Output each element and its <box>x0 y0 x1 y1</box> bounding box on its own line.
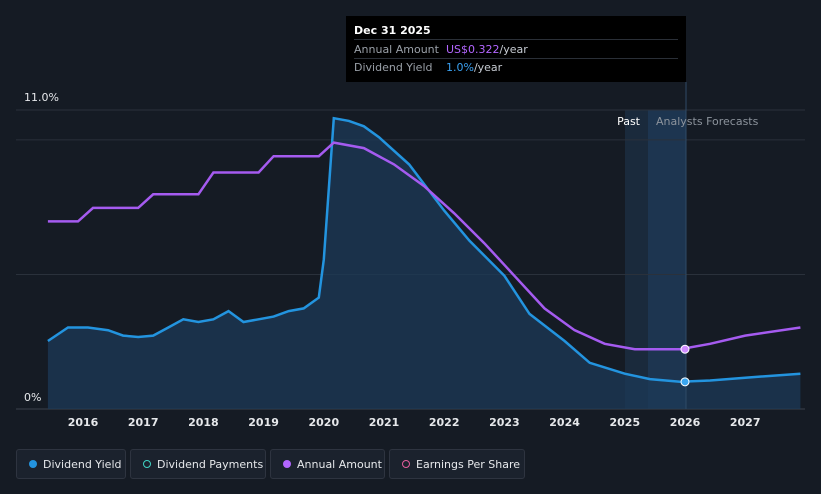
annual-amount-line[interactable] <box>47 141 801 351</box>
tooltip-annual-amount-unit: /year <box>499 43 528 56</box>
x-tick-label: 2016 <box>68 416 99 429</box>
past-label: Past <box>617 115 641 128</box>
x-tick-label: 2021 <box>369 416 400 429</box>
legend-item-dividend-payments[interactable]: Dividend Payments <box>130 449 266 479</box>
legend-item-annual-amount[interactable]: Annual Amount <box>270 449 385 479</box>
tooltip-dividend-yield-label: Dividend Yield <box>354 61 433 74</box>
dividend-payments-ring-icon <box>143 460 151 468</box>
annual-amount-marker[interactable] <box>680 344 690 354</box>
tooltip-annual-amount-value: US$0.322 <box>446 43 500 56</box>
x-tick-label: 2027 <box>730 416 761 429</box>
tooltip-dividend-yield-row: Dividend Yield 1.0%/year <box>354 59 678 76</box>
earnings-per-share-ring-icon <box>402 460 410 468</box>
x-tick-label: 2025 <box>609 416 640 429</box>
x-tick-label: 2022 <box>429 416 460 429</box>
tooltip: Dec 31 2025 Annual Amount US$0.322/year D… <box>346 16 686 82</box>
dividend-yield-area <box>47 118 801 409</box>
legend-label-annual-amount: Annual Amount <box>297 458 382 471</box>
dividend-yield-marker[interactable] <box>680 377 690 387</box>
tooltip-annual-amount-label: Annual Amount <box>354 43 439 56</box>
dividend-yield-dot-icon <box>29 460 37 468</box>
annual-amount-dot-icon <box>283 460 291 468</box>
x-tick-label: 2023 <box>489 416 520 429</box>
y-tick-top: 11.0% <box>24 91 59 104</box>
y-tick-bottom: 0% <box>24 391 41 404</box>
x-tick-label: 2017 <box>128 416 159 429</box>
forecast-region-highlight <box>648 110 686 409</box>
legend-item-dividend-yield[interactable]: Dividend Yield <box>16 449 126 479</box>
legend-item-earnings-per-share[interactable]: Earnings Per Share <box>389 449 525 479</box>
tooltip-dividend-yield-unit: /year <box>473 61 503 74</box>
forecast-label: Analysts Forecasts <box>656 115 759 128</box>
x-tick-label: 2018 <box>188 416 219 429</box>
x-axis-ticks: 2016 2017 2018 2019 2020 2021 2022 2023 2024 2025… <box>68 416 761 429</box>
tooltip-annual-amount-row: Annual Amount US$0.322/year <box>354 41 678 59</box>
legend-label-dividend-payments: Dividend Payments <box>157 458 264 471</box>
legend-label-dividend-yield: Dividend Yield <box>43 458 122 471</box>
tooltip-date: Dec 31 2025 <box>354 22 678 40</box>
dividend-yield-line[interactable] <box>47 116 801 384</box>
x-tick-label: 2019 <box>248 416 279 429</box>
x-tick-label: 2024 <box>549 416 580 429</box>
x-tick-label: 2020 <box>308 416 339 429</box>
tooltip-dividend-yield-value: 1.0% <box>446 61 474 74</box>
x-tick-label: 2026 <box>670 416 701 429</box>
legend-label-earnings-per-share: Earnings Per Share <box>416 458 521 471</box>
